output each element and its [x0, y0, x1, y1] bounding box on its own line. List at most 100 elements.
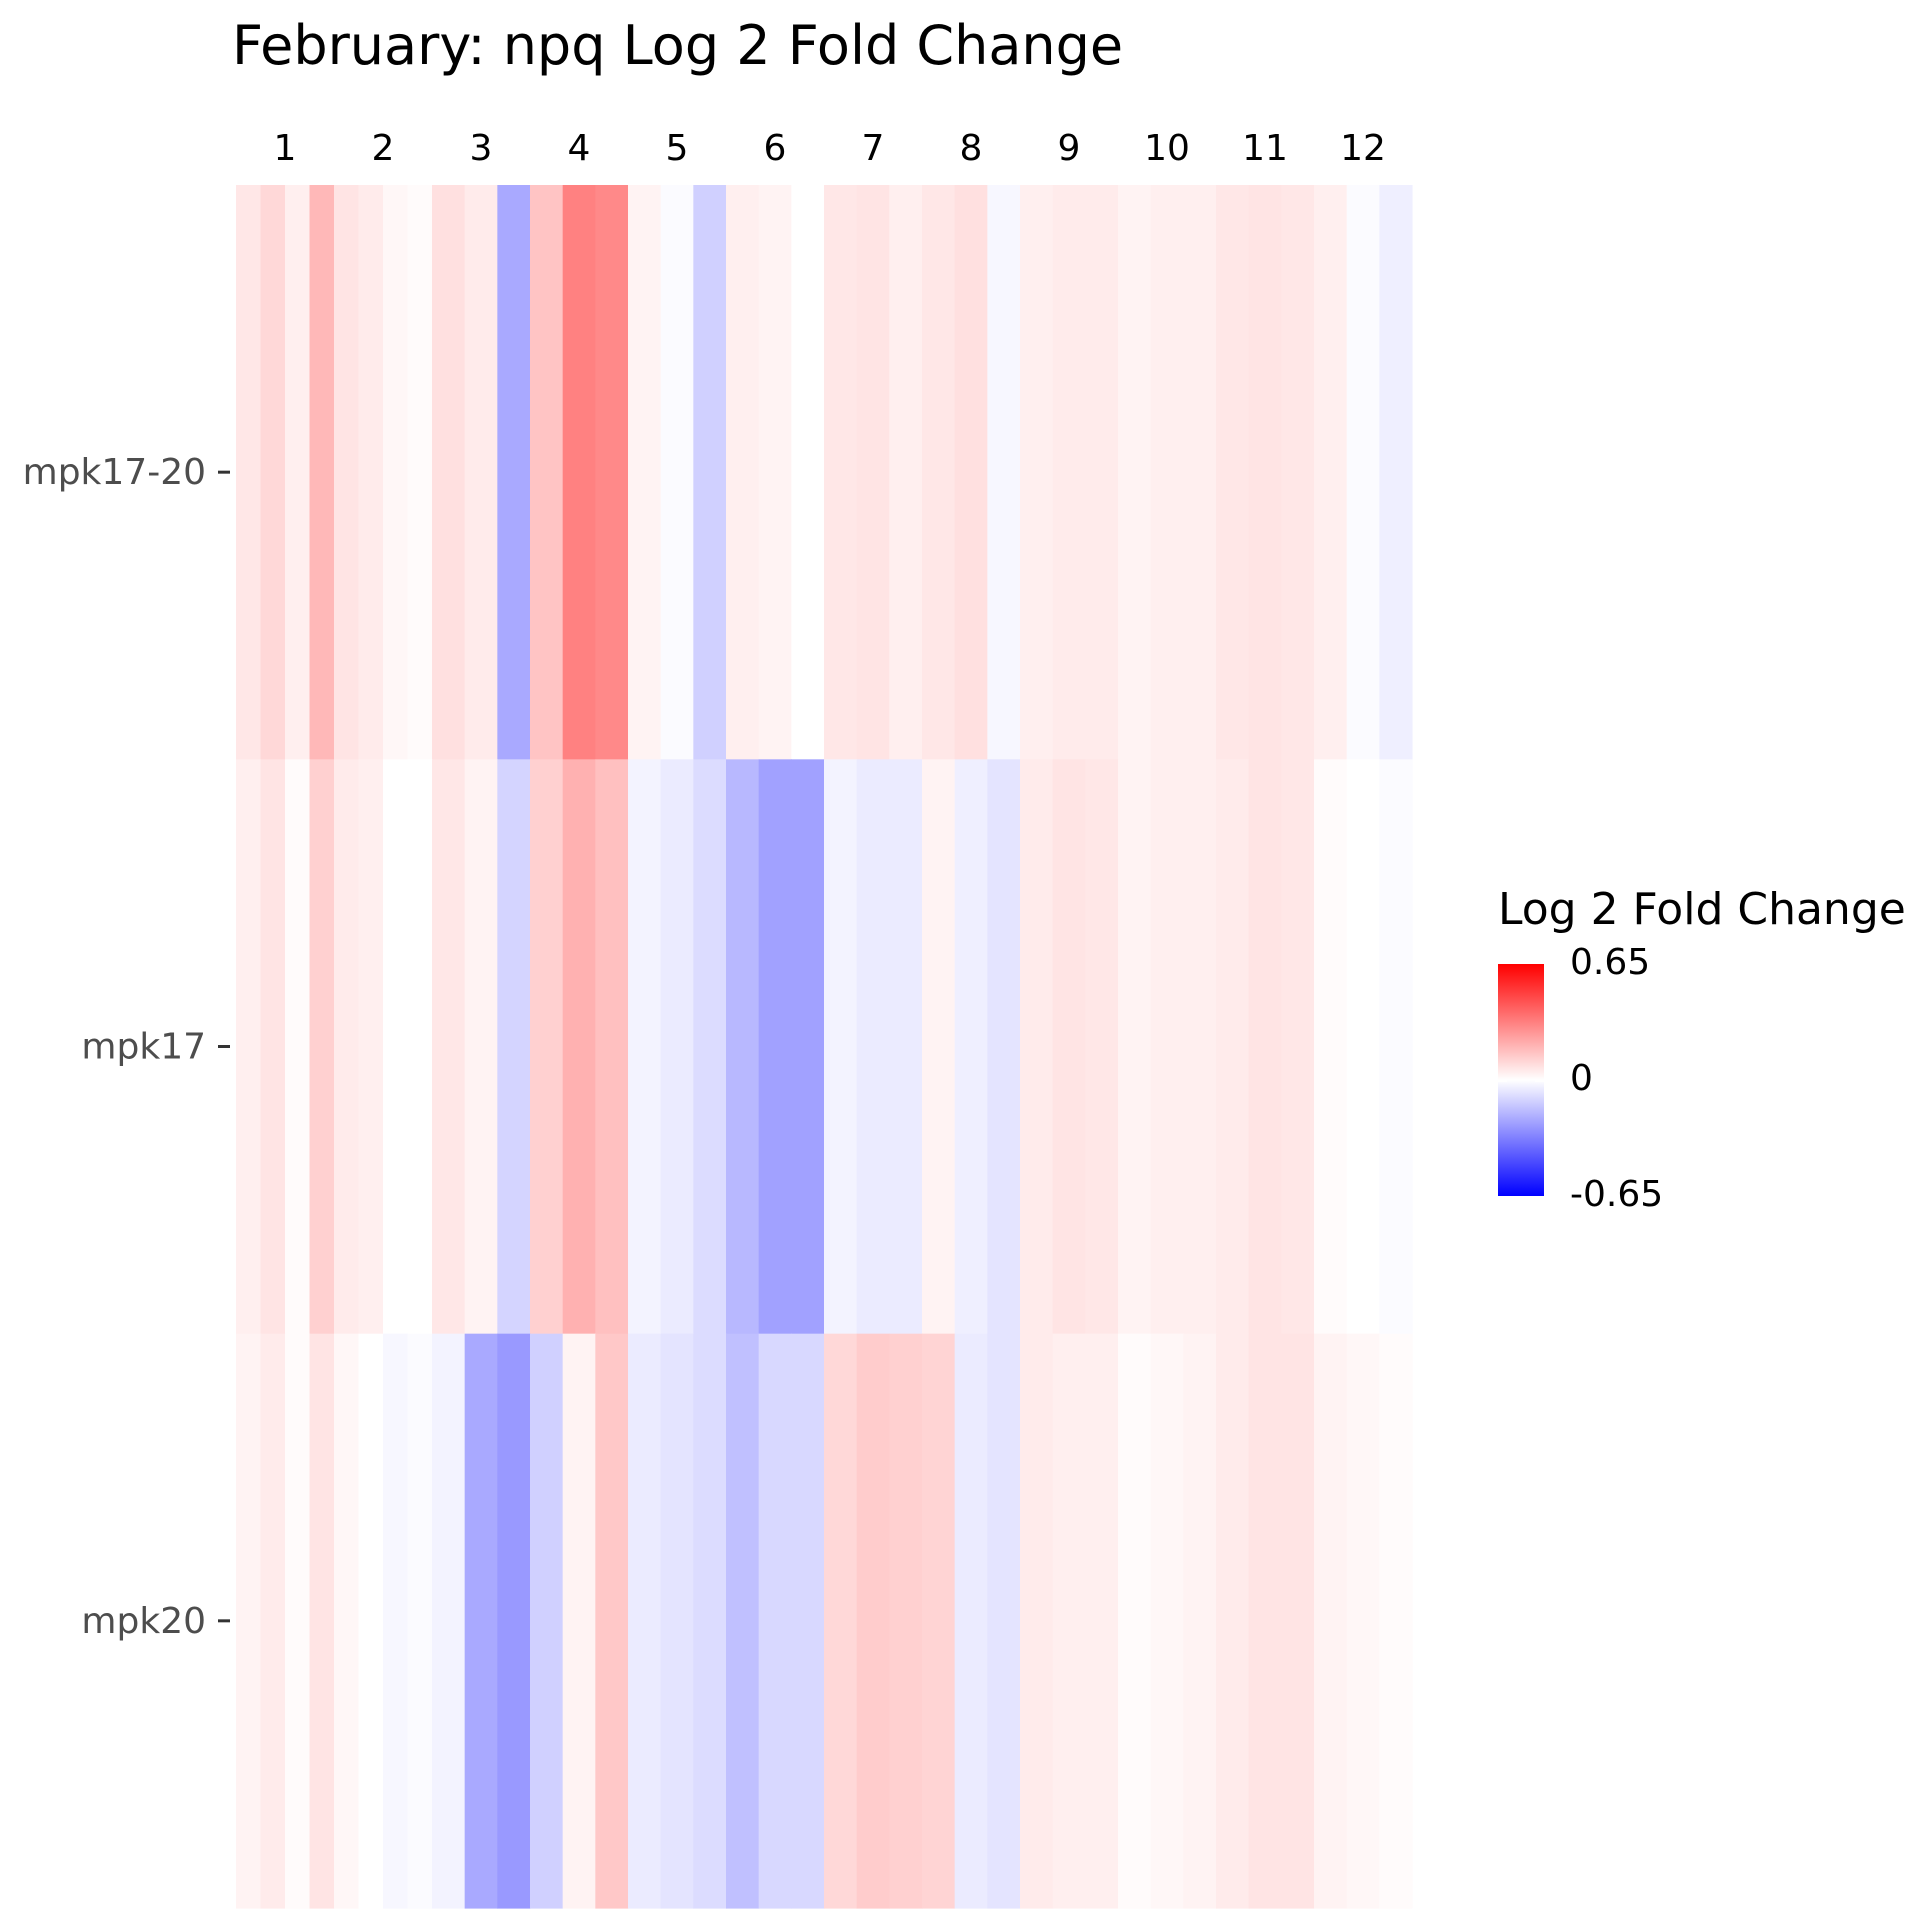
legend-tick-mark — [1498, 1080, 1507, 1082]
heatmap-cell — [1052, 1333, 1086, 1909]
heatmap-cell — [726, 759, 760, 1335]
heatmap-cell — [1150, 1333, 1184, 1909]
heatmap-cell — [1118, 185, 1152, 760]
heatmap-cell — [1216, 185, 1250, 760]
heatmap-cell — [1248, 759, 1282, 1335]
x-tick-label: 3 — [470, 128, 493, 169]
heatmap-cell — [562, 759, 596, 1335]
legend-max-label: 0.65 — [1570, 942, 1651, 983]
heatmap-cell — [236, 185, 262, 760]
y-tick-label: mpk17 — [81, 1027, 206, 1068]
heatmap-cell — [954, 1333, 988, 1909]
heatmap-cell — [922, 185, 956, 760]
heatmap-cell — [628, 185, 662, 760]
heatmap-cell — [260, 759, 286, 1335]
heatmap-cell — [1150, 759, 1184, 1335]
heatmap-cell — [1248, 1333, 1282, 1909]
heatmap-cell — [334, 185, 360, 760]
x-tick-label: 5 — [666, 128, 689, 169]
heatmap-cell — [1281, 185, 1315, 760]
heatmap-cell — [791, 185, 825, 760]
heatmap-cell — [889, 759, 923, 1335]
heatmap-cell — [660, 1333, 694, 1909]
heatmap-cell — [1216, 1333, 1250, 1909]
chart-title: February: npq Log 2 Fold Change — [232, 14, 1124, 77]
heatmap-cell — [660, 759, 694, 1335]
x-tick-label: 11 — [1242, 128, 1288, 169]
heatmap-cell — [726, 185, 760, 760]
x-tick-label: 1 — [274, 128, 297, 169]
heatmap-cell — [693, 1333, 727, 1909]
heatmap-cell — [407, 185, 433, 760]
heatmap-cell — [954, 185, 988, 760]
heatmap-cell — [1020, 1333, 1054, 1909]
heatmap-cell — [1020, 185, 1054, 760]
heatmap-cell — [383, 1333, 409, 1909]
heatmap-cell — [628, 759, 662, 1335]
heatmap-cell — [856, 185, 890, 760]
heatmap-cell — [285, 759, 311, 1335]
heatmap-cell — [497, 185, 531, 760]
x-tick-label: 8 — [960, 128, 983, 169]
heatmap-cell — [383, 185, 409, 760]
heatmap-cell — [824, 759, 858, 1335]
heatmap-cell — [987, 185, 1021, 760]
heatmap-cell — [1379, 1333, 1413, 1909]
heatmap-cell — [693, 185, 727, 760]
heatmap-cell — [530, 185, 564, 760]
legend-min-label: -0.65 — [1570, 1174, 1664, 1215]
heatmap-cell — [1379, 759, 1413, 1335]
heatmap-cell — [432, 185, 466, 760]
heatmap-cell — [1085, 185, 1119, 760]
heatmap-cell — [1118, 759, 1152, 1335]
heatmap-cell — [383, 759, 409, 1335]
heatmap-cell — [660, 185, 694, 760]
heatmap-cell — [954, 759, 988, 1335]
heatmap-cell — [285, 1333, 311, 1909]
heatmap-cell — [1183, 759, 1217, 1335]
heatmap-cell — [334, 1333, 360, 1909]
heatmap-cell — [497, 759, 531, 1335]
heatmap-cell — [1118, 1333, 1152, 1909]
heatmap-cell — [1281, 759, 1315, 1335]
x-tick-label: 4 — [568, 128, 591, 169]
heatmap-cell — [464, 759, 498, 1335]
heatmap-cell — [530, 1333, 564, 1909]
heatmap-cell — [758, 1333, 792, 1909]
x-tick-label: 9 — [1058, 128, 1081, 169]
heatmap-cell — [562, 1333, 596, 1909]
heatmap-cell — [791, 1333, 825, 1909]
heatmap-cell — [407, 759, 433, 1335]
heatmap-cell — [987, 1333, 1021, 1909]
heatmap-cell — [595, 759, 629, 1335]
heatmap-cell — [260, 185, 286, 760]
heatmap-cell — [595, 1333, 629, 1909]
heatmap-cell — [1314, 1333, 1348, 1909]
heatmap-cell — [889, 1333, 923, 1909]
heatmap-cell — [562, 185, 596, 760]
heatmap-cell — [693, 759, 727, 1335]
heatmap-cell — [309, 1333, 335, 1909]
heatmap-cell — [464, 1333, 498, 1909]
heatmap-cell — [358, 185, 384, 760]
heatmap-cell — [464, 185, 498, 760]
heatmap-cell — [1314, 185, 1348, 760]
heatmap-cell — [1346, 1333, 1380, 1909]
heatmap-cell — [236, 1333, 262, 1909]
heatmap-cell — [987, 759, 1021, 1335]
heatmap-cell — [358, 1333, 384, 1909]
heatmap-cell — [1183, 185, 1217, 760]
heatmap-cell — [824, 185, 858, 760]
x-tick-label: 6 — [764, 128, 787, 169]
heatmap-cell — [922, 759, 956, 1335]
heatmap-cell — [1085, 759, 1119, 1335]
x-tick-label: 10 — [1144, 128, 1190, 169]
heatmap-cell — [628, 1333, 662, 1909]
heatmap-cell — [432, 1333, 466, 1909]
heatmap-cell — [758, 759, 792, 1335]
heatmap-cell — [432, 759, 466, 1335]
y-tick-label: mpk17-20 — [23, 452, 206, 493]
heatmap-cell — [334, 759, 360, 1335]
heatmap-cell — [856, 759, 890, 1335]
heatmap-cell — [824, 1333, 858, 1909]
